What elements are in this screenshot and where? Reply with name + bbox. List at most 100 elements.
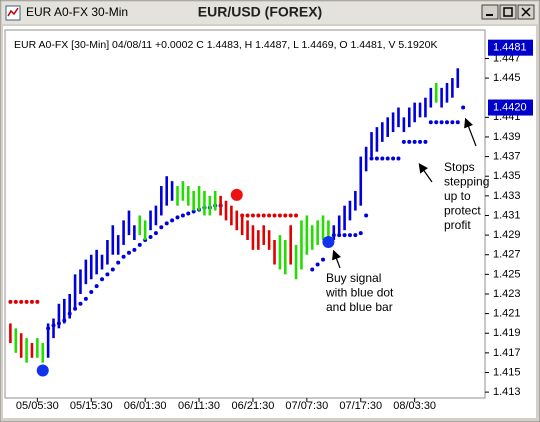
y-tick-label: 1.433 (493, 190, 521, 202)
title-bar (2, 2, 538, 24)
stop-dot (170, 218, 175, 223)
stop-dot (321, 257, 326, 262)
minimize-button[interactable] (481, 4, 499, 20)
info-line: EUR A0-FX [30-Min] 04/08/11 +0.0002 C 1.… (14, 39, 438, 51)
stop-dot (137, 242, 142, 247)
window-controls[interactable] (481, 4, 535, 20)
stop-dot (29, 299, 34, 304)
y-tick-label: 1.427 (493, 249, 521, 261)
price-tag (488, 99, 533, 116)
stop-dot (396, 156, 401, 161)
stop-dot (19, 299, 24, 304)
y-tick-label: 1.431 (493, 209, 521, 221)
stop-dot (78, 301, 83, 306)
x-tick-label: 06/01:30 (124, 400, 167, 412)
y-tick-label: 1.419 (493, 327, 521, 339)
stop-dot (423, 139, 428, 144)
y-tick-label: 1.437 (493, 150, 521, 162)
y-tick-label: 1.415 (493, 366, 521, 378)
y-tick-label: 1.425 (493, 268, 521, 280)
annotation: Stops (444, 160, 475, 174)
stop-dot (186, 211, 191, 216)
x-tick-label: 07/07:30 (285, 400, 328, 412)
annotation: profit (444, 218, 471, 232)
signal-dot (230, 188, 243, 201)
stop-dot (369, 156, 374, 161)
stop-dot (100, 277, 105, 282)
maximize-glyph (503, 7, 513, 17)
stop-dot (277, 213, 282, 218)
annotation: stepping (444, 175, 489, 189)
close-glyph (521, 7, 531, 17)
stop-dot (283, 213, 288, 218)
plot-area (4, 29, 486, 399)
price-tag-label: 1.4481 (493, 42, 527, 54)
annotation: and blue bar (326, 300, 393, 314)
price-tag (488, 39, 533, 56)
stop-dot (364, 213, 369, 218)
stop-dot (261, 213, 266, 218)
stop-dot (159, 225, 164, 230)
annotation: Buy signal (326, 271, 381, 285)
stop-dot (461, 105, 466, 110)
x-tick-label: 06/11:30 (178, 400, 220, 412)
annotation-arrow (418, 163, 433, 183)
stop-dot (391, 156, 396, 161)
stop-dot (180, 213, 185, 218)
annotation: with blue dot (325, 286, 394, 300)
window-title: EUR A0-FX 30-Min (26, 5, 128, 19)
stop-dot (132, 247, 137, 252)
y-tick-label: 1.413 (493, 386, 521, 398)
stop-dot (175, 215, 180, 220)
stop-dot (256, 213, 261, 218)
stop-dot (401, 139, 406, 144)
signal-dot (322, 235, 335, 248)
x-tick-label: 05/05:30 (16, 400, 59, 412)
stop-dot (121, 254, 126, 259)
stop-dot (353, 233, 358, 238)
stop-dot (439, 120, 444, 125)
stop-dot (83, 296, 88, 301)
stop-dot (288, 213, 293, 218)
stop-dot (428, 120, 433, 125)
annotation: up to (444, 189, 471, 203)
stop-dot (8, 299, 13, 304)
stop-dot (380, 156, 385, 161)
stop-dot (385, 156, 390, 161)
window-icon-glyph (7, 7, 19, 17)
y-tick-label: 1.421 (493, 308, 521, 320)
stop-dot (24, 299, 29, 304)
price-tag-label: 1.4420 (493, 101, 527, 113)
y-tick-label: 1.439 (493, 131, 521, 143)
stop-dot (342, 233, 347, 238)
annotation: protect (444, 204, 481, 218)
stop-dot (94, 284, 99, 289)
stop-dot (347, 233, 352, 238)
x-tick-label: 08/03:30 (393, 400, 436, 412)
stop-dot (164, 221, 169, 226)
y-tick-label: 1.435 (493, 170, 521, 182)
stop-dot (444, 120, 449, 125)
stop-dot (245, 213, 250, 218)
maximize-button[interactable] (499, 4, 517, 20)
stop-dot (358, 231, 363, 236)
stop-dot (418, 139, 423, 144)
x-tick-label: 05/15:30 (70, 400, 113, 412)
signal-dot (36, 364, 49, 377)
stop-dot (272, 213, 277, 218)
y-tick-label: 1.423 (493, 288, 521, 300)
stop-dot (110, 267, 115, 272)
stop-dot (148, 235, 153, 240)
y-tick-label: 1.447 (493, 52, 521, 64)
stop-dot (434, 120, 439, 125)
stop-dot (13, 299, 18, 304)
stop-dot (315, 262, 320, 267)
y-tick-label: 1.429 (493, 229, 521, 241)
stop-dot (105, 272, 110, 277)
stop-dot (412, 139, 417, 144)
plot: 1.413 1.415 1.417 1.419 1.421 1.423 1.425 1.427… (8, 52, 521, 412)
annotation-arrow (464, 117, 477, 147)
stop-dot (153, 231, 158, 236)
stop-dot (407, 139, 412, 144)
